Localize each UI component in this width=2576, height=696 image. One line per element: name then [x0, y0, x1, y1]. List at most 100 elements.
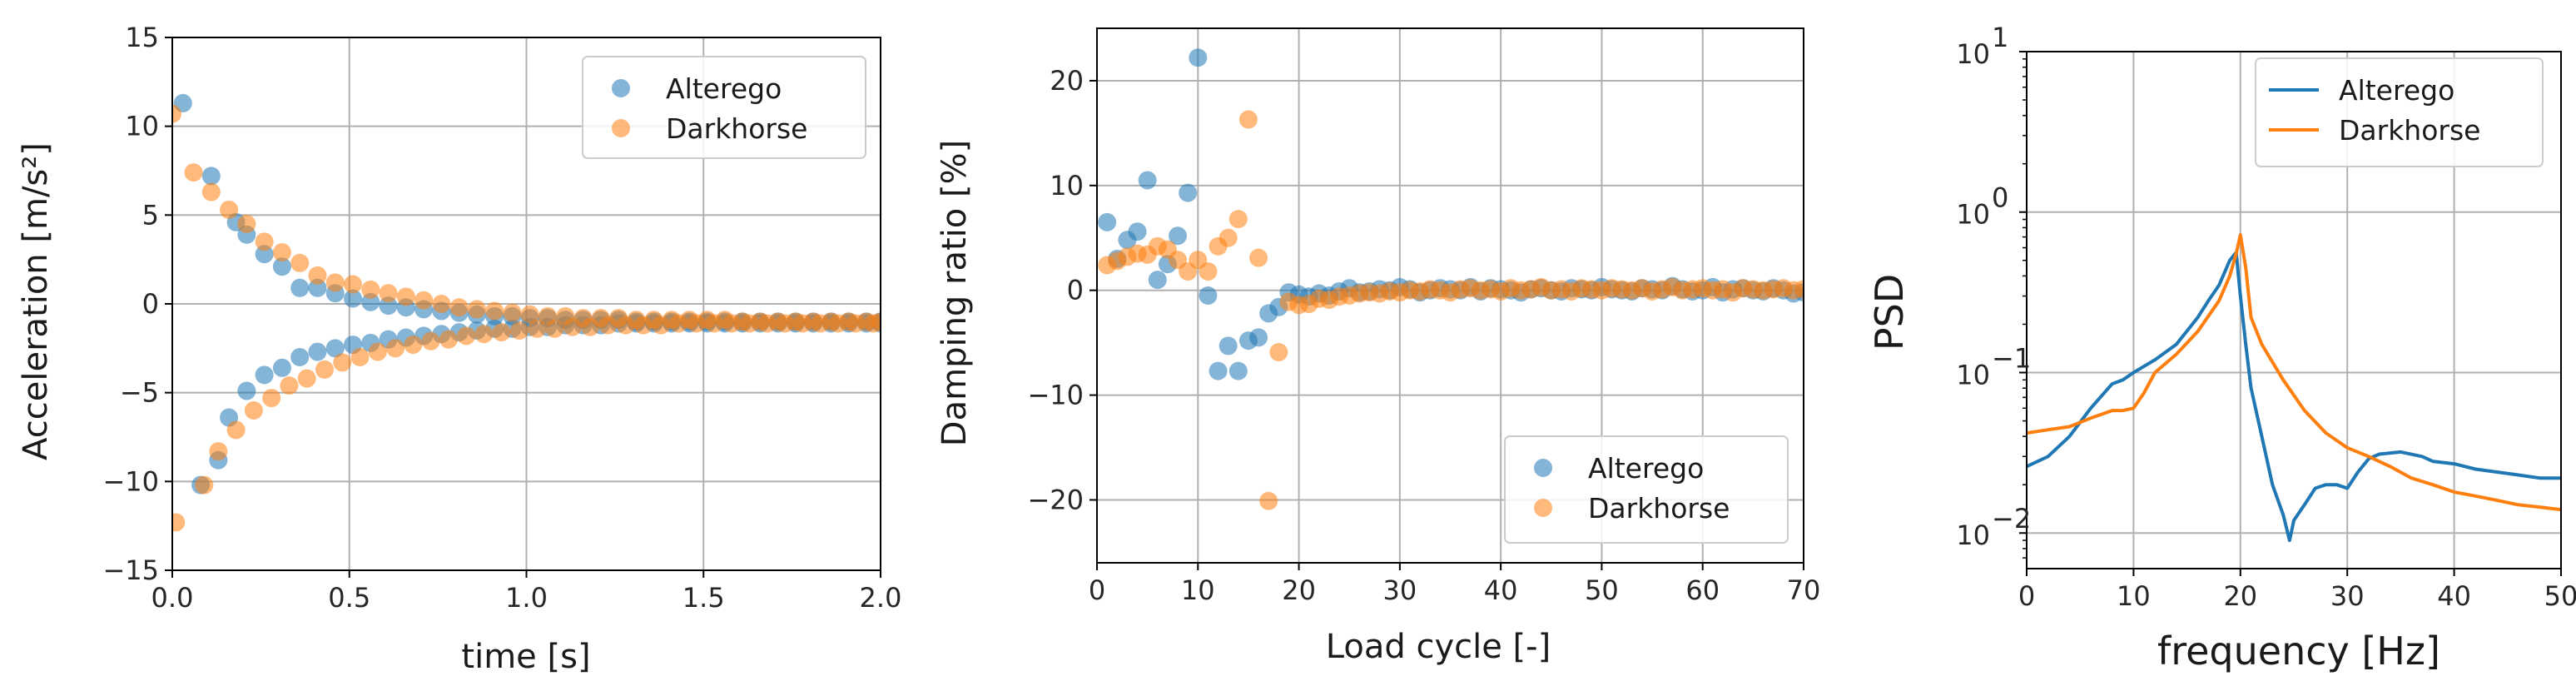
alterego-legend-label: Alterego — [666, 72, 782, 105]
damping-axes-frame — [1096, 27, 1804, 564]
darkhorse-point — [503, 303, 522, 322]
darkhorse-point — [280, 376, 299, 395]
darkhorse-point — [308, 266, 327, 285]
darkhorse-point — [172, 513, 186, 532]
x-tick-label: 0 — [2018, 580, 2035, 612]
darkhorse-point — [1794, 280, 1804, 299]
x-tick-label: 50 — [1585, 574, 1619, 606]
darkhorse-point — [740, 314, 759, 333]
darkhorse-legend-label: Darkhorse — [2339, 114, 2480, 147]
alterego-point — [308, 342, 327, 361]
damping-x-label: Load cycle [-] — [1326, 628, 1551, 666]
x-tick-label: 10 — [1181, 574, 1215, 606]
darkhorse-point — [255, 232, 274, 251]
damping-scatter-points — [1098, 48, 1804, 510]
x-tick-label: 1.5 — [682, 582, 725, 614]
y-tick-label: −10 — [1027, 380, 1084, 411]
alterego-point — [1128, 222, 1147, 241]
alterego-point — [237, 381, 256, 400]
darkhorse-point — [368, 342, 387, 361]
darkhorse-point — [325, 273, 345, 292]
alterego-point — [325, 339, 345, 358]
darkhorse-point — [705, 314, 724, 333]
acceleration-legend: Alterego Darkhorse — [582, 56, 866, 159]
darkhorse-point — [633, 316, 653, 335]
acceleration-y-label: Acceleration [m/s²] — [17, 142, 55, 460]
darkhorse-point — [528, 319, 547, 338]
darkhorse-point — [1199, 262, 1218, 281]
darkhorse-point — [492, 323, 511, 342]
y-tick-label: 0 — [142, 288, 159, 320]
y-tick-label: 20 — [1050, 65, 1084, 97]
alterego-point — [1219, 336, 1238, 355]
x-tick-label: 40 — [1484, 574, 1518, 606]
damping-y-label: Damping ratio [%] — [936, 140, 974, 446]
y-tick-exponent: −2 — [1992, 503, 2031, 534]
alterego-point — [272, 358, 291, 377]
alterego-point — [290, 348, 310, 366]
y-tick-label: −10 — [102, 465, 159, 497]
darkhorse-point — [474, 325, 494, 344]
y-tick-label: 10 — [1050, 170, 1084, 201]
darkhorse-point — [846, 314, 866, 333]
darkhorse-point — [1228, 210, 1248, 229]
legend-box — [2255, 57, 2544, 167]
darkhorse-point — [201, 182, 221, 201]
alterego-point — [255, 365, 274, 385]
darkhorse-point — [262, 389, 281, 408]
darkhorse-point — [244, 401, 263, 420]
darkhorse-point — [396, 287, 415, 306]
acceleration-y-ticks: −15 −10 −5 0 5 10 15 — [102, 22, 172, 586]
acceleration-scatter-points — [172, 93, 881, 532]
darkhorse-point — [520, 305, 539, 324]
darkhorse-point — [195, 475, 214, 495]
darkhorse-point — [1269, 342, 1288, 361]
alterego-point — [344, 289, 363, 308]
darkhorse-point — [439, 330, 458, 349]
x-tick-label: 40 — [2437, 580, 2471, 612]
darkhorse-point — [432, 295, 451, 313]
y-tick-label: −5 — [120, 377, 159, 409]
darkhorse-point — [220, 200, 239, 219]
alterego-legend-marker — [612, 79, 630, 97]
x-tick-label: 60 — [1685, 574, 1720, 606]
alterego-point — [201, 167, 221, 186]
darkhorse-legend-marker — [1534, 499, 1552, 517]
darkhorse-legend-label: Darkhorse — [666, 112, 807, 145]
damping-legend: Alterego Darkhorse — [1504, 435, 1789, 544]
darkhorse-point — [449, 298, 469, 317]
x-tick-label: 70 — [1787, 574, 1821, 606]
alterego-line — [2027, 251, 2561, 543]
darkhorse-point — [467, 300, 486, 319]
y-tick-label: −15 — [102, 554, 159, 586]
darkhorse-point — [184, 163, 203, 182]
darkhorse-point — [350, 348, 370, 366]
x-tick-label: 50 — [2544, 580, 2576, 612]
y-tick-label: 15 — [125, 22, 159, 53]
damping-panel: 0 10 20 30 40 50 60 70 −20 −10 0 10 20 Load cycle [… — [936, 27, 1821, 666]
darkhorse-point — [404, 336, 423, 355]
y-tick-label: 10 — [1956, 520, 1990, 551]
darkhorse-point — [598, 316, 618, 335]
alterego-point — [290, 278, 310, 297]
alterego-point — [1098, 212, 1117, 231]
darkhorse-point — [414, 291, 434, 310]
alterego-point — [1179, 183, 1198, 202]
y-tick-label: 10 — [125, 111, 159, 142]
darkhorse-point — [457, 326, 476, 346]
alterego-point — [1209, 361, 1228, 380]
darkhorse-point — [237, 215, 256, 233]
y-tick-exponent: 1 — [1992, 22, 2008, 53]
y-tick-label: 5 — [142, 199, 159, 231]
darkhorse-point — [1249, 248, 1268, 267]
darkhorse-point — [864, 314, 881, 333]
alterego-point — [1148, 271, 1167, 290]
alterego-point — [1169, 226, 1188, 246]
darkhorse-point — [757, 314, 777, 333]
alterego-point — [1228, 361, 1248, 380]
darkhorse-point — [722, 314, 742, 333]
darkhorse-line — [2027, 233, 2561, 512]
